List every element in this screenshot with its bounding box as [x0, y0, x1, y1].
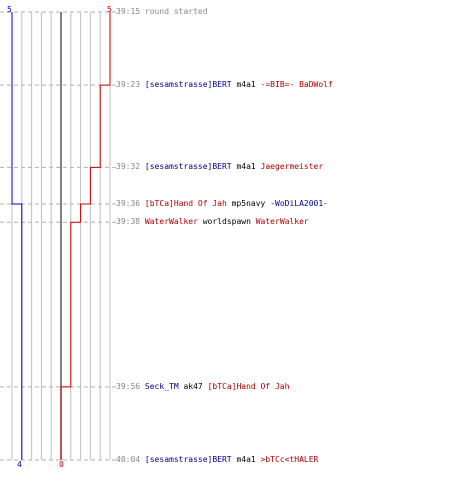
event-victim: [bTCa]Hand Of Jah: [207, 381, 290, 391]
red-end-score: 0: [59, 460, 64, 469]
event-victim: -WoDiLA2001-: [270, 199, 328, 208]
event-weapon: m4a1: [236, 162, 256, 172]
event-time: 40:04: [116, 455, 141, 464]
event-victim: >bTCc<tHALER: [260, 455, 319, 464]
event-time: 39:23: [116, 80, 141, 90]
event-row: 39:23 [sesamstrasse]BERT m4a1 -=BIB=- Ba…: [116, 80, 333, 90]
event-time: 39:32: [116, 162, 141, 172]
event-killer: WaterWalker: [144, 217, 198, 227]
event-weapon: m4a1: [236, 80, 256, 90]
event-killer: [bTCa]Hand Of Jah: [144, 199, 227, 208]
event-row: 39:56 Seck_TM ak47 [bTCa]Hand Of Jah: [116, 382, 289, 392]
blue-end-score: 4: [17, 460, 22, 469]
event-victim: -=BIB=- BaDWolf: [260, 80, 333, 90]
event-row: 39:15 round started: [116, 7, 208, 17]
event-row: 39:38 WaterWalker worldspawn WaterWalker: [116, 217, 309, 227]
event-row: 39:36 [bTCa]Hand Of Jah mp5navy -WoDiLA2…: [116, 199, 328, 209]
red-start-score: 5: [107, 5, 112, 14]
event-weapon: mp5navy: [231, 199, 266, 208]
event-killer: [sesamstrasse]BERT: [144, 455, 232, 464]
event-time: 39:15: [116, 7, 141, 16]
event-killer: [sesamstrasse]BERT: [144, 80, 232, 90]
event-killer: Seck_TM: [144, 381, 179, 391]
event-time: 39:56: [116, 381, 141, 391]
event-row: 39:32 [sesamstrasse]BERT m4a1 Jaegermeis…: [116, 162, 323, 172]
red-team-score-line: [60, 12, 111, 460]
event-note: round started: [144, 7, 208, 16]
event-killer: [sesamstrasse]BERT: [144, 162, 232, 172]
blue-start-score: 5: [7, 5, 12, 14]
event-weapon: ak47: [183, 381, 203, 391]
event-victim: Jaegermeister: [260, 162, 324, 172]
event-row: 40:04 [sesamstrasse]BERT m4a1 >bTCc<tHAL…: [116, 455, 318, 465]
event-time: 39:36: [116, 199, 141, 208]
blue-team-score-line: [11, 12, 23, 460]
event-weapon: worldspawn: [202, 217, 251, 227]
event-time: 39:38: [116, 217, 141, 227]
event-weapon: m4a1: [236, 455, 256, 464]
event-victim: WaterWalker: [255, 217, 309, 227]
